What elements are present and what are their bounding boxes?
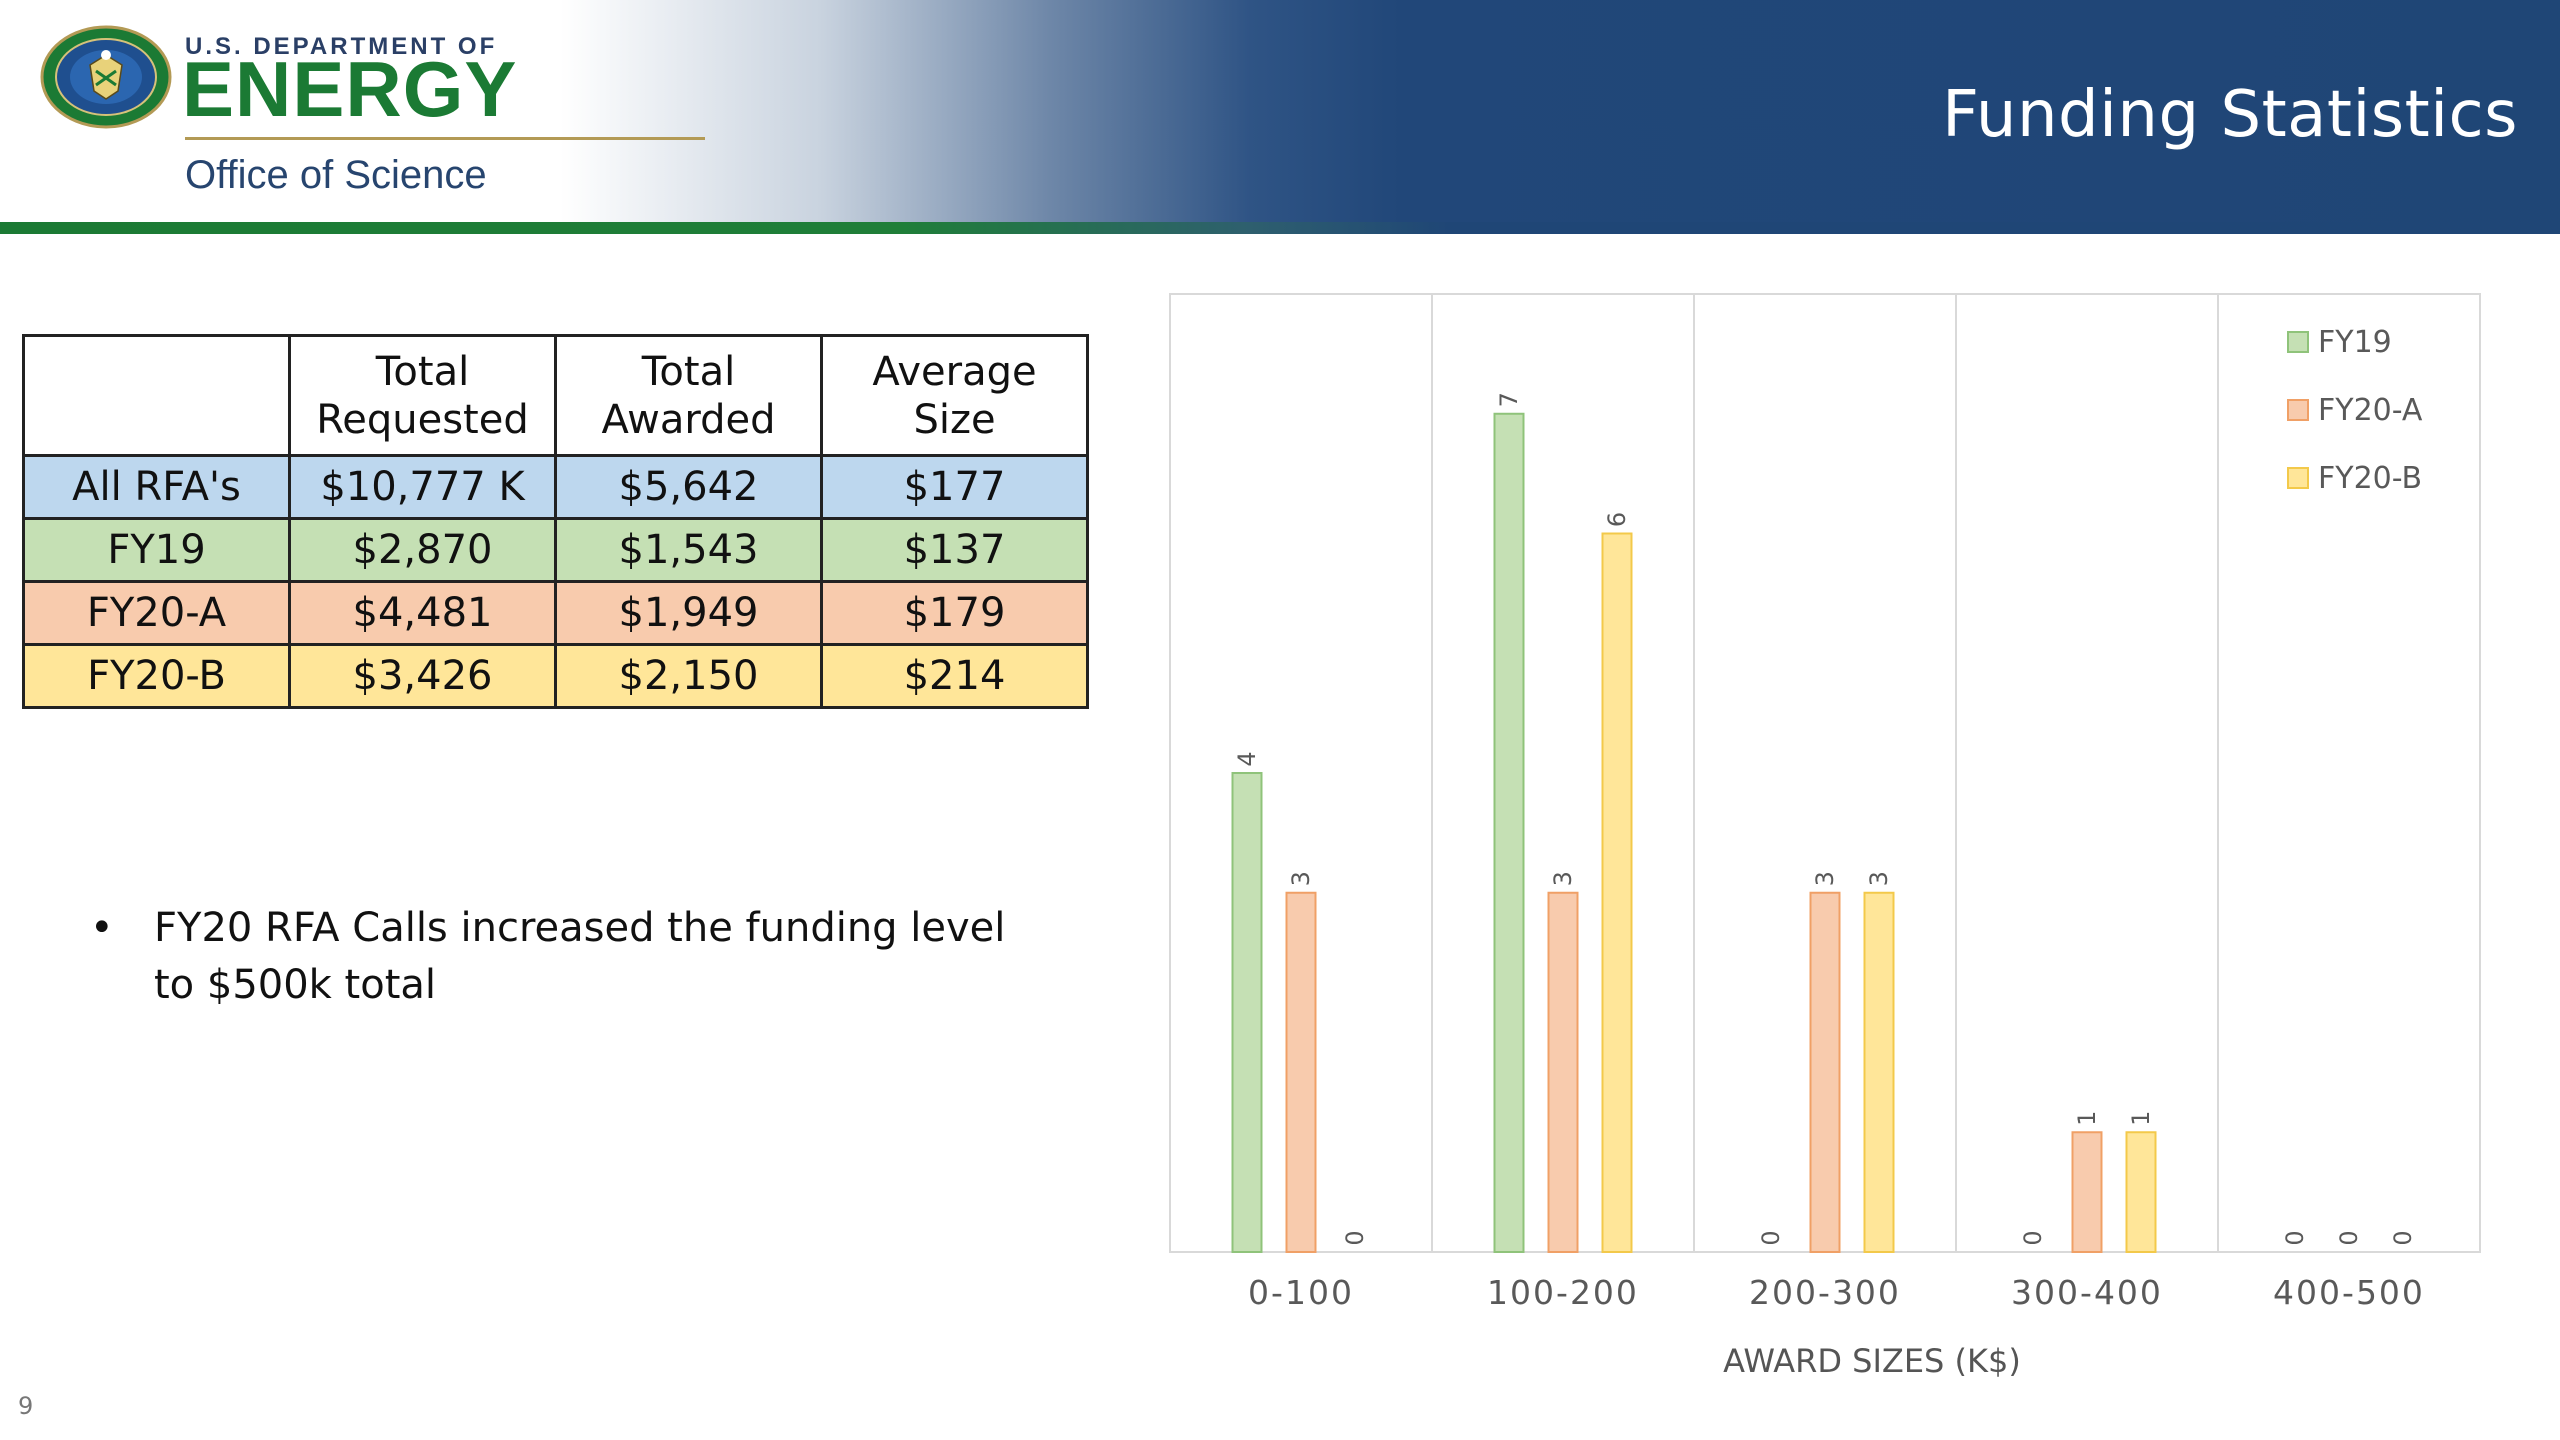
total-requested: $2,870 — [288, 517, 557, 583]
row-label: All RFA's — [22, 454, 291, 520]
row-label: FY19 — [22, 517, 291, 583]
data-label: 7 — [1495, 392, 1523, 407]
table-row: FY20-B $3,426 $2,150 $214 — [22, 643, 1089, 709]
row-label: FY20-A — [22, 580, 291, 646]
bar-fy19 — [1231, 772, 1263, 1253]
bar-fy20-b — [1863, 891, 1895, 1253]
bar-fy20-a — [1809, 891, 1841, 1253]
legend-label: FY19 — [2318, 325, 2392, 360]
data-label: 0 — [1757, 1230, 1785, 1245]
table-header-cell: Total Awarded — [554, 334, 823, 457]
legend-swatch — [2287, 467, 2309, 489]
average-size: $177 — [820, 454, 1089, 520]
data-label: 1 — [2127, 1111, 2155, 1126]
table-row: All RFA's $10,777 K $5,642 $177 — [22, 454, 1089, 520]
bullet-text: FY20 RFA Calls increased the funding lev… — [154, 905, 1006, 1008]
legend-swatch — [2287, 331, 2309, 353]
data-label: 4 — [1233, 751, 1261, 766]
agency-name: U.S. DEPARTMENT OF — [185, 33, 498, 60]
table-header-cell: Average Size — [820, 334, 1089, 457]
x-axis-title: AWARD SIZES (K$) — [1723, 1342, 2021, 1380]
department-name: ENERGY — [182, 45, 518, 133]
award-size-bar-chart: 4 3 0 7 3 6 0 3 3 0 1 1 0 0 0 0-100 100-200 200-300 300-4… — [1169, 293, 2481, 1380]
x-tick-label: 0-100 — [1248, 1273, 1354, 1312]
bar-fy20-a — [1547, 891, 1579, 1253]
data-label: 3 — [1811, 871, 1839, 886]
office-name: Office of Science — [185, 153, 487, 197]
x-tick-label: 200-300 — [1749, 1273, 1901, 1312]
average-size: $137 — [820, 517, 1089, 583]
slide-title: Funding Statistics — [1942, 78, 2518, 152]
row-label: FY20-B — [22, 643, 291, 709]
data-label: 0 — [2389, 1230, 2417, 1245]
bar-fy19 — [1493, 412, 1525, 1253]
data-label: 1 — [2073, 1111, 2101, 1126]
x-tick-label: 300-400 — [2011, 1273, 2163, 1312]
total-awarded: $1,543 — [554, 517, 823, 583]
total-requested: $4,481 — [288, 580, 557, 646]
header-divider — [0, 222, 2560, 234]
table-header-row: Total Requested Total Awarded Average Si… — [22, 334, 1089, 457]
data-label: 0 — [2335, 1230, 2363, 1245]
total-requested: $3,426 — [288, 643, 557, 709]
total-requested: $10,777 K — [288, 454, 557, 520]
bar-fy20-a — [2071, 1131, 2103, 1253]
data-label: 0 — [2281, 1230, 2309, 1245]
funding-summary-table: Total Requested Total Awarded Average Si… — [22, 334, 1089, 709]
doe-seal-icon — [40, 25, 172, 129]
x-tick-label: 100-200 — [1487, 1273, 1639, 1312]
data-label: 0 — [1341, 1230, 1369, 1245]
total-awarded: $1,949 — [554, 580, 823, 646]
header-banner — [0, 0, 2560, 222]
data-label: 0 — [2019, 1230, 2047, 1245]
bar-fy20-b — [2125, 1131, 2157, 1253]
table-row: FY20-A $4,481 $1,949 $179 — [22, 580, 1089, 646]
bullet-point: • FY20 RFA Calls increased the funding l… — [90, 900, 1030, 1014]
data-label: 6 — [1603, 512, 1631, 527]
table-header-cell: Total Requested — [288, 334, 557, 457]
total-awarded: $5,642 — [554, 454, 823, 520]
x-tick-label: 400-500 — [2273, 1273, 2425, 1312]
bar-fy20-b — [1601, 532, 1633, 1253]
legend-swatch — [2287, 399, 2309, 421]
data-label: 3 — [1865, 871, 1893, 886]
page-number: 9 — [18, 1392, 34, 1420]
data-label: 3 — [1287, 871, 1315, 886]
average-size: $179 — [820, 580, 1089, 646]
logo-underline — [185, 137, 705, 140]
data-label: 3 — [1549, 871, 1577, 886]
legend-label: FY20-A — [2318, 393, 2423, 428]
average-size: $214 — [820, 643, 1089, 709]
total-awarded: $2,150 — [554, 643, 823, 709]
bullet-marker: • — [90, 905, 114, 951]
table-row: FY19 $2,870 $1,543 $137 — [22, 517, 1089, 583]
table-header-cell — [22, 334, 291, 457]
legend-label: FY20-B — [2318, 461, 2422, 496]
bar-fy20-a — [1285, 891, 1317, 1253]
